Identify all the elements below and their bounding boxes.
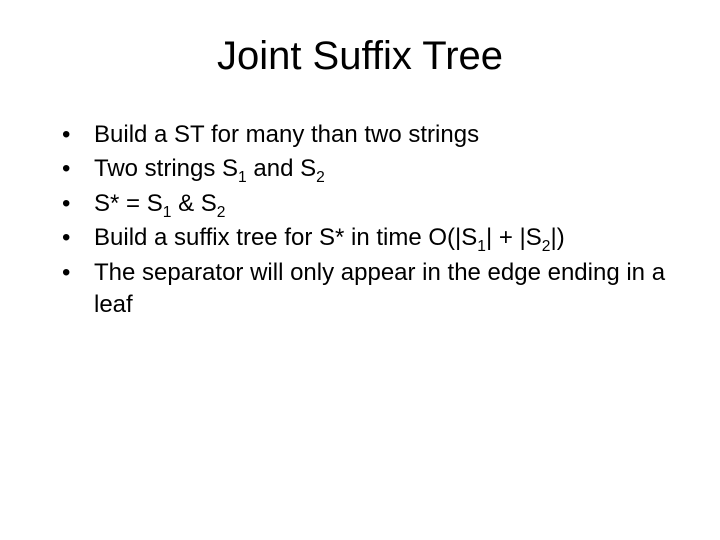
bullet-item: Build a ST for many than two strings [62, 119, 672, 151]
bullet-item: Build a suffix tree for S* in time O(|S1… [62, 222, 672, 254]
bullet-item: S* = S1 & S2 [62, 188, 672, 220]
bullet-item: The separator will only appear in the ed… [62, 257, 672, 322]
subscript: 2 [316, 169, 325, 186]
subscript: 2 [217, 204, 226, 221]
subscript: 1 [477, 238, 486, 255]
subscript: 1 [163, 204, 172, 221]
subscript: 1 [238, 169, 247, 186]
bullet-list: Build a ST for many than two stringsTwo … [48, 119, 672, 321]
bullet-item: Two strings S1 and S2 [62, 153, 672, 185]
slide: Joint Suffix Tree Build a ST for many th… [0, 0, 720, 540]
slide-title: Joint Suffix Tree [48, 34, 672, 79]
subscript: 2 [542, 238, 551, 255]
